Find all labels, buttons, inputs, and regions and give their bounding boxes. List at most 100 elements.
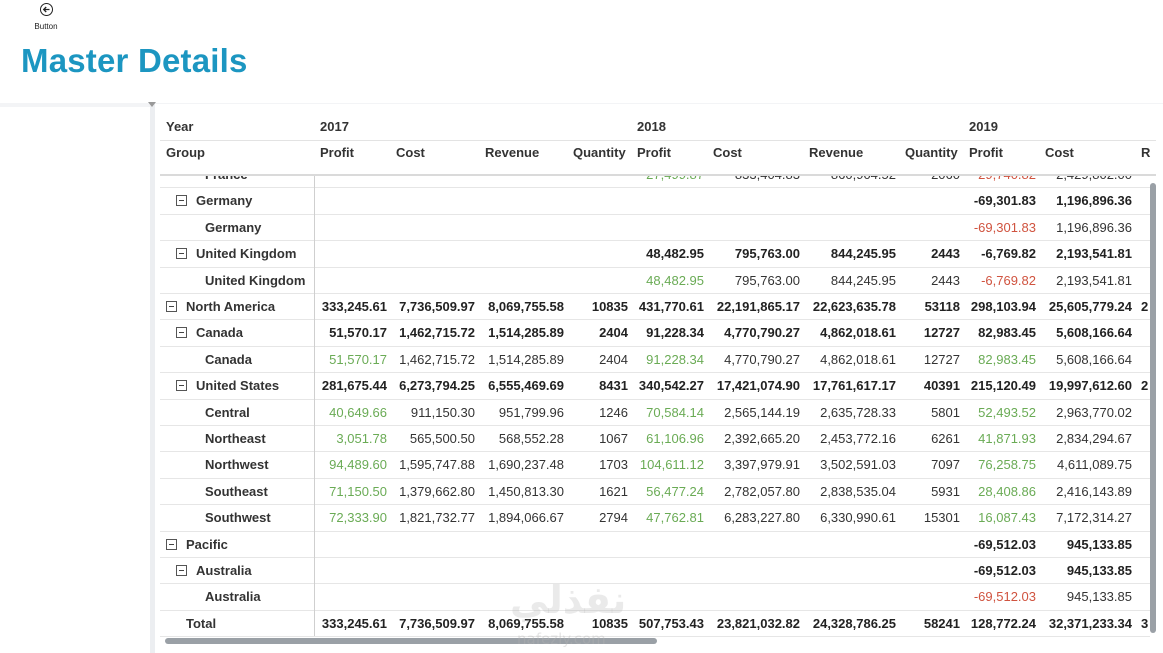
value-cell: -69,512.03 [973,589,1036,605]
row-group-label: Central [205,400,250,426]
row-label-text: Germany [196,193,253,209]
value-cell: 2,838,535.04 [820,483,896,499]
table-row: Southwest 72,333.90 1,821,732.77 1,894,066.… [160,505,1150,532]
table-row: Australia -69,512.03 945,133.85 [160,584,1150,611]
value-cell: 12727 [923,325,960,341]
value-cell: 1246 [599,404,628,420]
row-label-text: Canada [205,351,252,367]
value-cell: 51,570.17 [329,325,387,341]
value-cell: 431,770.61 [638,299,704,314]
value-cell: 25,605,779.24 [1048,299,1132,314]
value-cell: 16,087.43 [978,510,1036,526]
row-group-label: Total [186,611,216,637]
value-cell: 4,862,018.61 [820,325,896,341]
header-measure[interactable]: Quantity [573,145,626,160]
row-label-text: United States [196,378,280,394]
collapse-toggle-icon[interactable] [176,380,187,392]
row-group-label: United Kingdom [176,241,296,267]
collapse-toggle-icon[interactable] [176,327,187,339]
value-cell: -69,512.03 [973,563,1036,578]
value-cell: 7,736,509.97 [399,299,475,314]
value-cell: 1,196,896.36 [1056,219,1132,235]
collapse-toggle-icon[interactable] [176,195,187,207]
value-cell: 844,245.95 [830,272,896,288]
table-row: United Kingdom 48,482.95 795,763.00 844,245… [160,241,1150,268]
row-group-label: Northeast [205,426,266,452]
value-cell: 91,228.34 [646,351,704,367]
value-cell: 6,273,794.25 [399,378,475,394]
collapse-toggle-icon[interactable] [166,538,177,550]
table-row: Australia -69,512.03 945,133.85 [160,558,1150,585]
value-cell: 2794 [599,510,628,526]
value-cell: 58241 [923,615,960,631]
value-cell: 76,258.75 [978,457,1036,473]
value-cell: 104,611.12 [639,457,704,473]
value-cell: 5931 [931,483,960,499]
header-measure[interactable]: Cost [396,145,425,160]
value-cell: 12727 [923,351,960,367]
value-cell: 8431 [599,378,628,394]
left-edge [150,104,155,653]
value-cell: 22,623,635.78 [812,299,896,314]
header-measure[interactable]: Quantity [905,145,958,160]
value-cell: 2,834,294.67 [1056,431,1132,446]
total-row: Total 333,245.61 7,736,509.97 8,069,755.58 1… [160,611,1150,638]
header-measure[interactable]: R [1141,145,1151,160]
value-cell: 568,552.28 [498,431,564,446]
header-measure[interactable]: Profit [637,145,671,160]
value-cell: 6261 [931,431,960,446]
value-cell: -69,512.03 [973,536,1036,552]
table-row: Southeast 71,150.50 1,379,662.80 1,450,813.… [160,479,1150,506]
header-measure[interactable]: Revenue [809,145,864,160]
header-measure[interactable]: Cost [713,145,742,160]
header-measure[interactable]: Profit [969,145,1003,160]
value-cell: 6,330,990.61 [820,510,896,526]
header-divider [160,140,1156,141]
row-group-label: Canada [176,320,243,346]
value-cell: 52,493.52 [978,404,1036,420]
row-label-text: Pacific [186,536,228,552]
value-cell: 2404 [599,351,628,367]
value-cell: 1,379,662.80 [399,483,475,499]
header-year-2019[interactable]: 2019 [969,119,998,134]
table-row: Canada 51,570.17 1,462,715.72 1,514,285.89 2… [160,347,1150,374]
value-cell: 1,462,715.72 [399,351,475,367]
value-cell: 10835 [591,299,628,314]
value-cell: 4,770,790.27 [724,351,800,367]
collapse-toggle-icon[interactable] [166,301,177,312]
row-label-text: Northwest [205,457,269,473]
back-button[interactable]: Button [28,3,64,31]
value-cell: 2,565,144.19 [724,404,800,420]
header-measure[interactable]: Profit [320,145,354,160]
header-measure[interactable]: Revenue [485,145,540,160]
collapse-toggle-icon[interactable] [176,565,187,576]
value-cell: 10835 [591,615,628,631]
value-cell: 2,963,770.02 [1056,404,1132,420]
value-cell: 507,753.43 [638,615,704,631]
page-title: Master Details [21,42,248,79]
horizontal-scrollbar[interactable] [165,638,657,644]
value-cell: 833,404.83 [160,176,800,188]
table-row: Canada 51,570.17 1,462,715.72 1,514,285.89 2… [160,320,1150,347]
value-cell: 72,333.90 [329,510,387,526]
value-cell: 22,191,865.17 [716,299,800,314]
value-cell: 298,103.94 [970,299,1036,314]
row-label-text: Germany [205,219,262,235]
value-cell: 2443 [931,272,960,288]
value-cell: 1703 [599,457,628,473]
value-cell: 795,763.00 [734,246,800,262]
value-cell: 844,245.95 [830,246,896,262]
value-cell: 2060 [160,176,960,188]
header-measure[interactable]: Cost [1045,145,1074,160]
header-year-2017[interactable]: 2017 [320,119,349,134]
value-cell: 5801 [931,404,960,420]
value-cell: 5,608,166.64 [1056,351,1132,367]
header-year-2018[interactable]: 2018 [637,119,666,134]
row-label-text: Northeast [205,431,266,446]
value-cell: 1067 [599,431,628,446]
value-cell: 6,555,469.69 [488,378,564,394]
value-cell: 17,421,074.90 [716,378,800,394]
row-label-text: Central [205,404,250,420]
vertical-scrollbar[interactable] [1150,183,1156,633]
collapse-toggle-icon[interactable] [176,248,187,260]
